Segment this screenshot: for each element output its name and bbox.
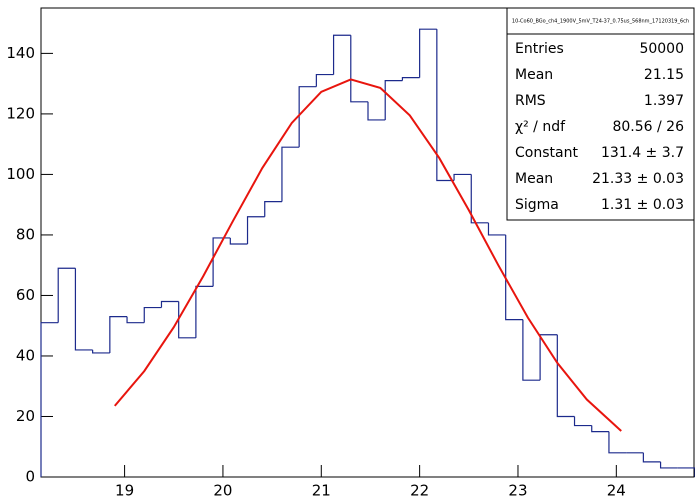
histogram-bin — [178, 301, 196, 339]
histogram-bin — [367, 101, 386, 121]
histogram-bin — [505, 234, 523, 321]
histogram-bin — [126, 316, 145, 324]
histogram-bin — [143, 306, 162, 323]
x-tick-label: 19 — [115, 482, 134, 500]
histogram-bin — [401, 76, 420, 81]
histogram-bin — [109, 316, 128, 353]
stats-value: 21.33 ± 0.03 — [592, 171, 684, 187]
stats-value: 1.397 — [644, 93, 684, 109]
stats-value: 50000 — [639, 41, 684, 57]
histogram-bin — [556, 334, 575, 418]
histogram-bin — [92, 349, 110, 354]
histogram-bin — [57, 267, 76, 323]
stats-label: Constant — [515, 145, 578, 161]
histogram-bin — [332, 34, 351, 75]
stats-value: 80.56 / 26 — [612, 119, 684, 135]
stats-frame — [506, 7, 695, 221]
histogram-bin — [659, 461, 678, 469]
histogram-bin — [40, 322, 59, 477]
stats-value: 21.15 — [644, 67, 684, 83]
histogram-bin — [281, 146, 300, 202]
histogram-bin — [591, 425, 609, 433]
x-tick-label: 20 — [213, 482, 232, 500]
stats-label: χ² / ndf — [515, 119, 566, 135]
stats-label: Mean — [515, 67, 553, 83]
y-tick-label: 40 — [16, 346, 35, 364]
stats-title: 10-Co60_BGo_ch4_1900V_5mV_T24-37_0.75us_… — [512, 19, 689, 25]
histogram-bin — [470, 174, 489, 224]
y-tick-label: 0 — [25, 468, 35, 486]
histogram-bin — [487, 222, 506, 236]
histogram-bin — [298, 86, 317, 148]
histogram-bin — [384, 80, 403, 120]
x-tick-label: 23 — [508, 482, 527, 500]
stats-label: Entries — [515, 41, 564, 57]
histogram-bin — [350, 35, 368, 103]
y-tick-label: 120 — [6, 104, 35, 122]
histogram-bin — [246, 216, 265, 245]
histogram-bin — [419, 28, 437, 78]
histogram-bin — [642, 452, 661, 463]
stats-box: 10-Co60_BGo_ch4_1900V_5mV_T24-37_0.75us_… — [506, 7, 695, 221]
fit-curve — [113, 78, 622, 432]
stats-label: Mean — [515, 171, 553, 187]
histogram-bin — [74, 268, 93, 351]
histogram-bin — [315, 73, 334, 87]
histogram-bin — [264, 201, 282, 217]
histogram-bin — [677, 467, 695, 477]
y-tick-label: 60 — [16, 286, 35, 304]
histogram-bin — [522, 319, 541, 381]
histogram-bin — [160, 300, 179, 308]
x-tick-label: 24 — [607, 482, 626, 500]
x-tick-label: 21 — [312, 482, 331, 500]
y-tick-label: 100 — [6, 165, 35, 183]
plot-frame — [40, 7, 695, 478]
stats-value: 131.4 ± 3.7 — [601, 145, 684, 161]
histogram-bin — [436, 29, 455, 182]
histogram-bin — [573, 416, 592, 427]
histogram-bin — [608, 431, 627, 454]
histogram-bin — [212, 237, 231, 287]
histogram-bin — [453, 173, 472, 181]
stats-label: RMS — [515, 93, 546, 109]
stats-label: Sigma — [515, 197, 559, 213]
histogram-bin — [195, 285, 214, 338]
stats-value: 1.31 ± 0.03 — [601, 197, 684, 213]
y-tick-label: 80 — [16, 225, 35, 243]
y-tick-label: 140 — [6, 44, 35, 62]
y-tick-label: 20 — [16, 407, 35, 425]
histogram-bin — [229, 237, 248, 245]
x-tick-label: 22 — [410, 482, 429, 500]
